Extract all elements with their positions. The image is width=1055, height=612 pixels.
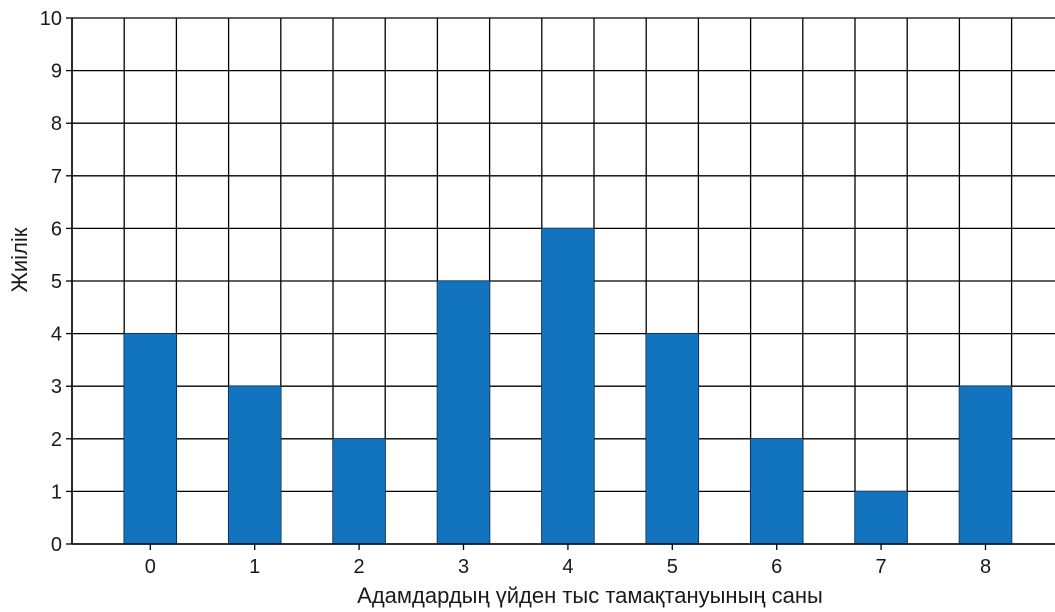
bar-2 xyxy=(332,438,386,545)
x-tick-label: 2 xyxy=(354,556,365,578)
bars xyxy=(123,228,1012,545)
y-tick-label: 1 xyxy=(51,481,62,503)
bar-6 xyxy=(750,438,804,545)
y-tick-label: 6 xyxy=(51,218,62,240)
y-tick-label: 7 xyxy=(51,166,62,188)
x-tick-label: 3 xyxy=(458,556,469,578)
x-tick-label: 1 xyxy=(249,556,260,578)
y-tick-label: 9 xyxy=(51,61,62,83)
x-tick-label: 8 xyxy=(980,556,991,578)
y-tick-label: 3 xyxy=(51,376,62,398)
axes xyxy=(66,17,1055,550)
x-tick-label: 4 xyxy=(562,556,573,578)
bar-4 xyxy=(541,228,595,545)
y-tick-label: 0 xyxy=(51,534,62,556)
x-tick-label: 5 xyxy=(667,556,678,578)
bar-3 xyxy=(437,280,490,545)
y-axis-title: Жиілік xyxy=(7,227,32,292)
y-tick-label: 10 xyxy=(40,8,62,30)
bar-7 xyxy=(854,491,908,545)
bar-5 xyxy=(645,333,699,545)
y-tick-label: 4 xyxy=(51,324,62,346)
x-tick-label: 7 xyxy=(876,556,887,578)
y-tick-label: 5 xyxy=(51,271,62,293)
bar-8 xyxy=(959,385,1012,545)
bar-0 xyxy=(123,333,177,545)
x-tick-label: 6 xyxy=(771,556,782,578)
y-tick-label: 2 xyxy=(51,429,62,451)
y-tick-label: 8 xyxy=(51,113,62,135)
bar-1 xyxy=(228,385,282,545)
x-axis-title: Адамдардың үйден тыс тамақтануының саны xyxy=(357,583,823,608)
tick-labels: 0 1 2 3 4 5 6 7 8 9 10 0 1 2 3 4 5 6 7 8 xyxy=(40,8,991,578)
x-tick-label: 0 xyxy=(145,556,156,578)
